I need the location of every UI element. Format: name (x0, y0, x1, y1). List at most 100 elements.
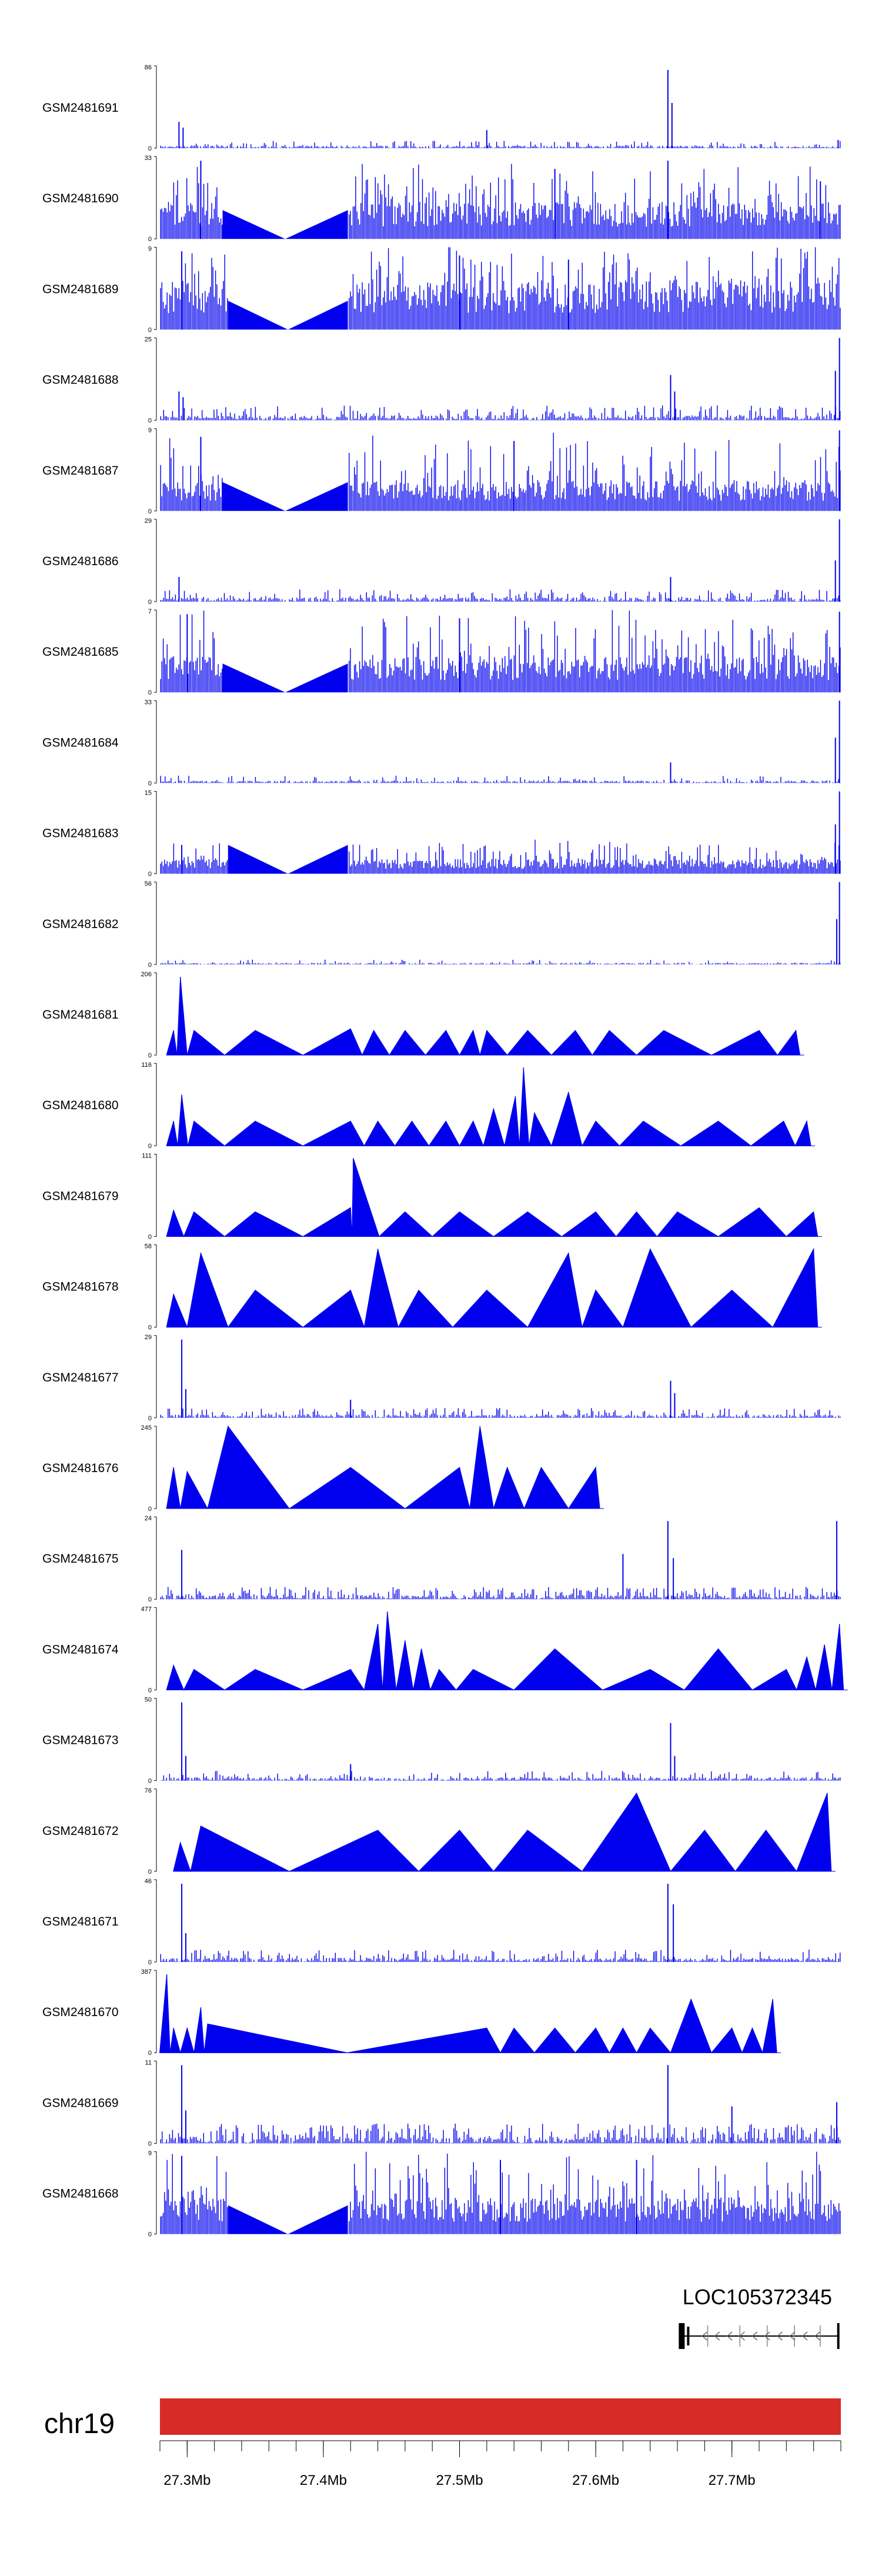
gap-interpolation (222, 210, 348, 239)
track-GSM2481683: GSM2481683 15 0 (42, 790, 841, 878)
y-min-label: 0 (148, 599, 152, 606)
track-label: GSM2481682 (42, 917, 119, 931)
track-label: GSM2481680 (42, 1099, 119, 1112)
track-GSM2481673: GSM2481673 50 0 (42, 1697, 841, 1785)
track-label: GSM2481685 (42, 645, 119, 659)
tent-area (166, 976, 801, 1056)
track-label: GSM2481676 (42, 1461, 119, 1475)
gap-interpolation (228, 2205, 348, 2234)
y-min-label: 0 (148, 508, 152, 515)
y-max-label: 116 (141, 1062, 152, 1069)
tent-area (173, 1792, 832, 1873)
strand-arrow (714, 2331, 720, 2341)
track-label: GSM2481668 (42, 2187, 119, 2201)
y-max-label: 76 (145, 1787, 152, 1794)
signal-bars (160, 163, 841, 239)
axis-tick-label: 27.6Mb (572, 2472, 619, 2488)
data-tracks: GSM2481691860GSM2481690330GSM248168990GS… (42, 64, 848, 2238)
y-min-label: 0 (148, 1143, 152, 1150)
y-max-label: 29 (145, 518, 152, 525)
chromosome-band (160, 2398, 841, 2435)
track-label: GSM2481691 (42, 101, 119, 115)
track-GSM2481671: GSM2481671 46 0 (42, 1878, 841, 1966)
y-max-label: 25 (145, 336, 152, 343)
strand-arrow (777, 2331, 783, 2341)
track-GSM2481690: GSM2481690 33 0 (42, 155, 841, 243)
y-max-label: 24 (145, 1515, 152, 1522)
y-max-label: 387 (141, 1968, 152, 1976)
track-GSM2481677: GSM2481677 29 0 (42, 1334, 841, 1422)
track-label: GSM2481689 (42, 282, 119, 296)
strand-arrow (727, 2331, 733, 2341)
strand-arrow (751, 2331, 758, 2341)
gap-interpolation (228, 845, 348, 874)
y-max-label: 9 (148, 427, 152, 434)
y-min-label: 0 (148, 1233, 152, 1240)
y-min-label: 0 (148, 2050, 152, 2057)
track-label: GSM2481678 (42, 1280, 119, 1294)
strand-arrow (789, 2331, 796, 2341)
y-max-label: 29 (145, 1334, 152, 1341)
y-max-label: 58 (145, 1243, 152, 1250)
signal-bars (160, 1408, 841, 1418)
signal-bars (160, 610, 841, 693)
gene-exon (679, 2323, 685, 2349)
y-max-label: 86 (145, 64, 152, 71)
track-label: GSM2481687 (42, 464, 119, 478)
track-GSM2481669: GSM2481669 11 0 (42, 2059, 841, 2147)
track-GSM2481688: GSM2481688 25 0 (42, 336, 841, 425)
signal-bars (160, 405, 841, 421)
y-max-label: 206 (141, 971, 152, 978)
y-min-label: 0 (148, 689, 152, 696)
track-label: GSM2481672 (42, 1824, 119, 1838)
y-max-label: 111 (142, 1152, 152, 1159)
track-label: GSM2481679 (42, 1189, 119, 1203)
y-max-label: 56 (145, 880, 152, 887)
tent-area (166, 1425, 600, 1510)
y-min-label: 0 (148, 236, 152, 243)
track-label: GSM2481674 (42, 1643, 119, 1656)
track-GSM2481685: GSM2481685 7 0 (42, 608, 841, 696)
signal-bars (160, 959, 841, 965)
gap-interpolation (222, 482, 348, 511)
strand-arrow (701, 2331, 707, 2341)
track-GSM2481674: GSM2481674 477 0 (42, 1606, 848, 1694)
gene-exon (837, 2323, 840, 2349)
axis-tick-label: 27.7Mb (709, 2472, 756, 2488)
y-min-label: 0 (148, 1959, 152, 1966)
y-max-label: 33 (145, 155, 152, 162)
gene-exon (687, 2327, 690, 2345)
tent-area (166, 1067, 811, 1147)
y-min-label: 0 (148, 418, 152, 425)
track-label: GSM2481683 (42, 827, 119, 840)
y-max-label: 33 (145, 699, 152, 706)
gene-track: LOC105372345 (679, 2285, 840, 2349)
y-min-label: 0 (148, 326, 152, 333)
track-label: GSM2481675 (42, 1552, 119, 1566)
track-label: GSM2481690 (42, 192, 119, 205)
signal-bars (160, 2123, 841, 2144)
axis-tick-label: 27.4Mb (300, 2472, 347, 2488)
strand-arrow (814, 2331, 820, 2341)
tent-area (159, 1974, 777, 2054)
y-min-label: 0 (148, 1596, 152, 1603)
signal-bars (160, 1950, 841, 1962)
track-GSM2481676: GSM2481676 245 0 (42, 1424, 604, 1513)
track-label: GSM2481677 (42, 1371, 119, 1384)
signal-bars (160, 1587, 841, 1600)
track-GSM2481680: GSM2481680 116 0 (42, 1062, 816, 1150)
track-label: GSM2481670 (42, 2006, 119, 2019)
y-min-label: 0 (148, 962, 152, 969)
chromosome-ideogram: chr19 (44, 2398, 841, 2440)
signal-bars (160, 839, 841, 874)
track-GSM2481682: GSM2481682 56 0 (42, 880, 841, 969)
strand-arrow (802, 2331, 808, 2341)
track-GSM2481675: GSM2481675 24 0 (42, 1515, 841, 1603)
signal-bars (160, 775, 841, 783)
y-min-label: 0 (148, 2231, 152, 2238)
track-label: GSM2481671 (42, 1915, 119, 1928)
strand-arrow (739, 2331, 745, 2341)
y-min-label: 0 (148, 871, 152, 878)
track-label: GSM2481686 (42, 555, 119, 568)
